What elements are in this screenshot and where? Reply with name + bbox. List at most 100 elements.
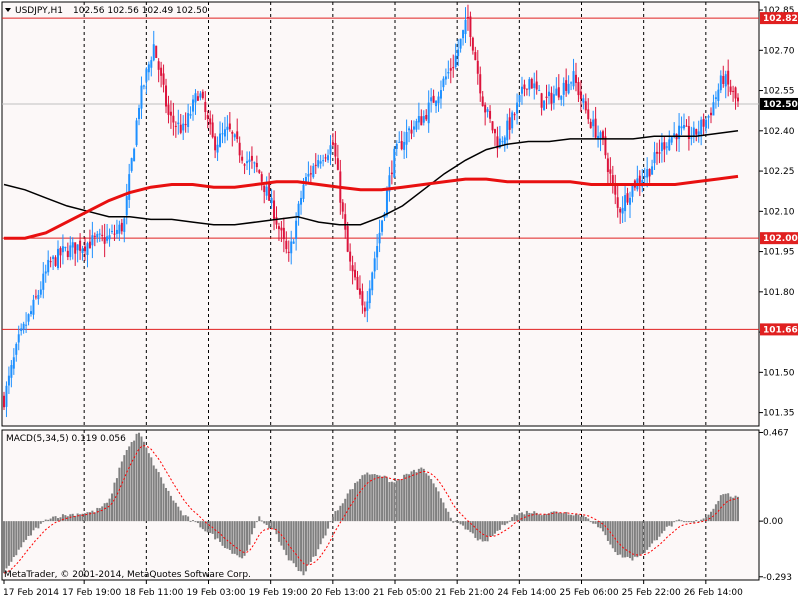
candle-body <box>587 109 590 120</box>
candle-body <box>98 233 101 235</box>
macd-bar <box>27 521 30 536</box>
macd-bar <box>592 521 595 524</box>
macd-bar <box>476 521 479 541</box>
macd-bar <box>685 521 688 523</box>
candle-body <box>513 114 516 116</box>
candle-body <box>705 119 708 129</box>
candle-body <box>464 19 467 35</box>
macd-bar <box>481 521 484 542</box>
macd-bar <box>30 521 33 536</box>
price-plot-area[interactable] <box>1 1 760 427</box>
candle-body <box>351 265 354 272</box>
triangle-down-icon[interactable] <box>5 8 11 12</box>
candle-body <box>346 226 349 252</box>
candle-body <box>42 273 45 290</box>
candle-body <box>300 197 303 205</box>
macd-bar <box>626 521 629 557</box>
candle-body <box>385 189 388 216</box>
macd-bar <box>238 521 241 558</box>
last-price-tag <box>760 97 798 110</box>
candle-body <box>439 90 442 99</box>
macd-bar <box>430 478 433 522</box>
candle-body <box>133 148 136 162</box>
macd-bar <box>395 480 398 522</box>
candle-body <box>118 224 121 234</box>
candle-body <box>459 38 462 49</box>
candle-body <box>574 74 577 83</box>
price-tick-label: 102.85 <box>763 6 795 16</box>
macd-bar <box>417 468 420 522</box>
candle-body <box>66 250 69 257</box>
macd-bar <box>641 521 644 554</box>
macd-bar <box>98 508 101 522</box>
macd-bar <box>34 521 37 528</box>
candle-body <box>520 86 523 94</box>
time-tick-label: 17 Feb 19:00 <box>62 588 121 598</box>
macd-bar <box>93 512 96 522</box>
candle-body <box>255 162 258 168</box>
candle-body <box>297 203 300 219</box>
candle-body <box>628 197 631 205</box>
candle-body <box>49 261 52 263</box>
candle-body <box>290 241 293 254</box>
candle-body <box>697 131 700 136</box>
candle-body <box>420 116 423 126</box>
macd-bar <box>511 517 514 522</box>
candle-body <box>410 129 413 134</box>
macd-bar <box>248 521 251 545</box>
macd-bar <box>329 521 332 523</box>
candle-body <box>655 151 658 154</box>
macd-bar <box>236 521 239 556</box>
macd-bar <box>285 521 288 556</box>
macd-bar <box>322 521 325 539</box>
macd-bar <box>270 521 273 528</box>
macd-bar <box>734 495 737 522</box>
copyright-footer: MetaTrader, © 2001-2014, MetaQuotes Soft… <box>4 570 251 580</box>
macd-bar <box>39 521 42 524</box>
macd-tick-label: 0.00 <box>763 517 783 527</box>
macd-bar <box>479 521 482 540</box>
macd-bar <box>209 521 212 533</box>
macd-bar <box>599 521 602 529</box>
candle-body <box>201 91 204 99</box>
macd-bar <box>106 502 109 522</box>
candle-body <box>376 246 379 258</box>
macd-bar <box>449 517 452 522</box>
macd-bar <box>258 516 261 522</box>
candle-body <box>567 83 570 94</box>
macd-bar <box>37 521 40 529</box>
candle-body <box>329 145 332 155</box>
macd-bar <box>729 496 732 522</box>
macd-bar <box>54 516 57 522</box>
macd-bar <box>732 497 735 522</box>
candle-body <box>405 132 408 145</box>
macd-bar <box>444 508 447 522</box>
macd-bar <box>624 521 627 558</box>
candle-body <box>476 60 479 74</box>
macd-bar <box>655 521 658 541</box>
macd-bar <box>540 515 543 522</box>
candle-body <box>570 82 573 84</box>
candle-body <box>658 152 661 154</box>
macd-bar <box>606 521 609 541</box>
macd-bar <box>486 521 489 542</box>
level-tag <box>760 323 798 336</box>
macd-bar <box>410 471 413 522</box>
macd-bar <box>103 503 106 522</box>
candle-body <box>444 76 447 80</box>
macd-bar <box>312 521 315 557</box>
macd-bar <box>295 521 298 568</box>
macd-bar <box>314 521 317 557</box>
macd-bar <box>646 521 649 550</box>
candle-body <box>76 244 79 251</box>
candle-body <box>10 365 13 378</box>
candle-body <box>194 93 197 103</box>
macd-bar <box>493 521 496 534</box>
candle-body <box>258 170 261 173</box>
candle-body <box>388 175 391 192</box>
candle-body <box>516 102 519 114</box>
candle-body <box>12 357 15 369</box>
candle-body <box>611 175 614 184</box>
